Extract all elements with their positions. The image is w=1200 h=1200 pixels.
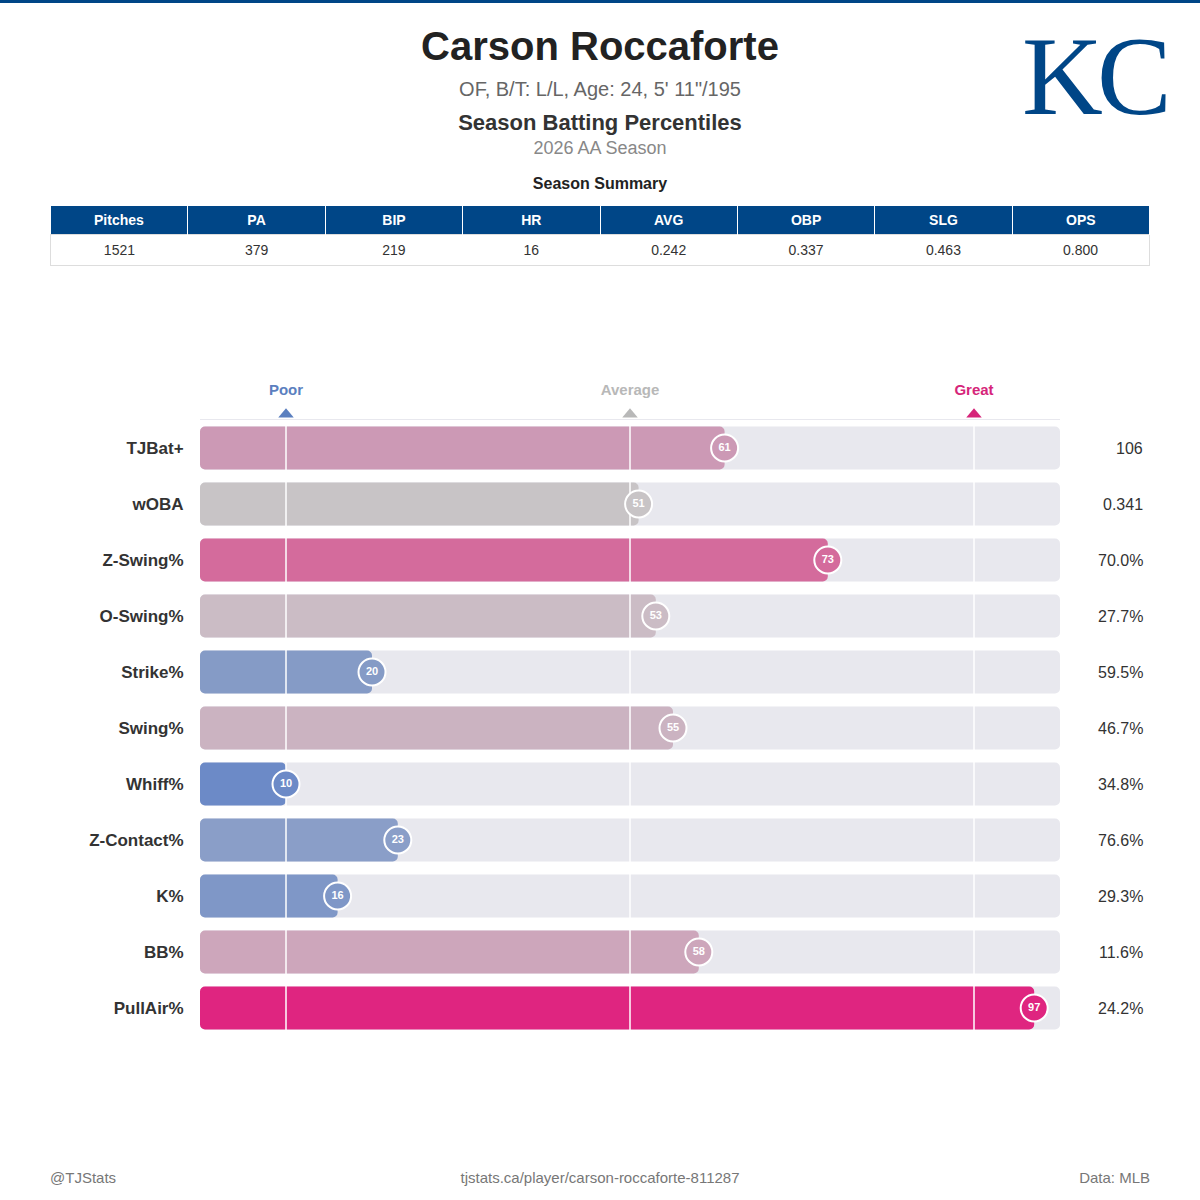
- html-text:0.242: 0.242: [651, 242, 687, 258]
- svg-text:Poor: Poor: [269, 381, 303, 398]
- svg-text:TJBat+: TJBat+: [126, 439, 183, 458]
- html-text:0.337: 0.337: [788, 242, 824, 258]
- svg-text:PullAir%: PullAir%: [114, 999, 184, 1018]
- svg-text:24.2%: 24.2%: [1098, 1000, 1143, 1017]
- svg-text:11.6%: 11.6%: [1099, 944, 1143, 961]
- html-text:2026 AA Season: 2026 AA Season: [533, 138, 667, 158]
- svg-text:Swing%: Swing%: [118, 719, 183, 738]
- svg-text:K%: K%: [156, 887, 183, 906]
- html-text:@TJStats: @TJStats: [50, 1169, 117, 1186]
- svg-text:53: 53: [650, 609, 662, 621]
- html-text:KC: KC: [1022, 14, 1166, 138]
- html-text:OF, B/T: L/L, Age: 24, 5' 11"/: OF, B/T: L/L, Age: 24, 5' 11"/195: [459, 78, 741, 100]
- html-text:SLG: SLG: [929, 212, 958, 228]
- svg-text:27.7%: 27.7%: [1098, 608, 1143, 625]
- svg-text:106: 106: [1116, 440, 1143, 457]
- svg-text:Z-Swing%: Z-Swing%: [102, 551, 183, 570]
- svg-text:97: 97: [1028, 1001, 1040, 1013]
- html-text:219: 219: [382, 242, 406, 258]
- html-text:Season Batting Percentiles: Season Batting Percentiles: [458, 110, 742, 135]
- html-text:OBP: OBP: [790, 212, 822, 228]
- html-text:tjstats.ca/player/carson-rocca: tjstats.ca/player/carson-roccaforte-8112…: [460, 1169, 740, 1186]
- html-text:Data: MLB: Data: MLB: [1079, 1169, 1150, 1186]
- svg-text:Great: Great: [954, 381, 993, 398]
- html-text:0.463: 0.463: [925, 242, 961, 258]
- svg-text:10: 10: [280, 777, 292, 789]
- svg-text:Z-Contact%: Z-Contact%: [89, 831, 183, 850]
- svg-text:wOBA: wOBA: [132, 495, 184, 514]
- svg-text:Strike%: Strike%: [121, 663, 183, 682]
- svg-text:16: 16: [331, 889, 343, 901]
- html-text:PA: PA: [247, 212, 266, 228]
- svg-text:51: 51: [632, 497, 644, 509]
- html-text:379: 379: [244, 242, 269, 258]
- html-text:BIP: BIP: [382, 212, 406, 228]
- html-text:HR: HR: [521, 212, 542, 228]
- svg-text:55: 55: [667, 721, 679, 733]
- svg-text:O-Swing%: O-Swing%: [100, 607, 184, 626]
- html-text:1521: 1521: [103, 242, 135, 258]
- svg-text:61: 61: [718, 441, 730, 453]
- html-text:OPS: OPS: [1066, 212, 1096, 228]
- html-text:Pitches: Pitches: [94, 212, 144, 228]
- svg-text:59.5%: 59.5%: [1098, 664, 1143, 681]
- svg-text:0.341: 0.341: [1103, 496, 1143, 513]
- html-text:Season Summary: Season Summary: [532, 175, 668, 192]
- svg-text:BB%: BB%: [144, 943, 184, 962]
- svg-text:Whiff%: Whiff%: [126, 775, 184, 794]
- html-text:0.800: 0.800: [1063, 242, 1099, 258]
- html-text:AVG: AVG: [654, 212, 684, 228]
- svg-text:70.0%: 70.0%: [1098, 552, 1143, 569]
- svg-text:29.3%: 29.3%: [1098, 888, 1143, 905]
- html-text:Carson Roccaforte: Carson Roccaforte: [421, 24, 779, 68]
- svg-text:76.6%: 76.6%: [1098, 832, 1143, 849]
- svg-text:58: 58: [693, 945, 705, 957]
- svg-text:Average: Average: [601, 381, 660, 398]
- svg-text:20: 20: [366, 665, 378, 677]
- svg-text:23: 23: [392, 833, 404, 845]
- html-text:16: 16: [523, 242, 540, 258]
- svg-text:34.8%: 34.8%: [1098, 776, 1143, 793]
- svg-text:73: 73: [822, 553, 834, 565]
- svg-text:46.7%: 46.7%: [1098, 720, 1143, 737]
